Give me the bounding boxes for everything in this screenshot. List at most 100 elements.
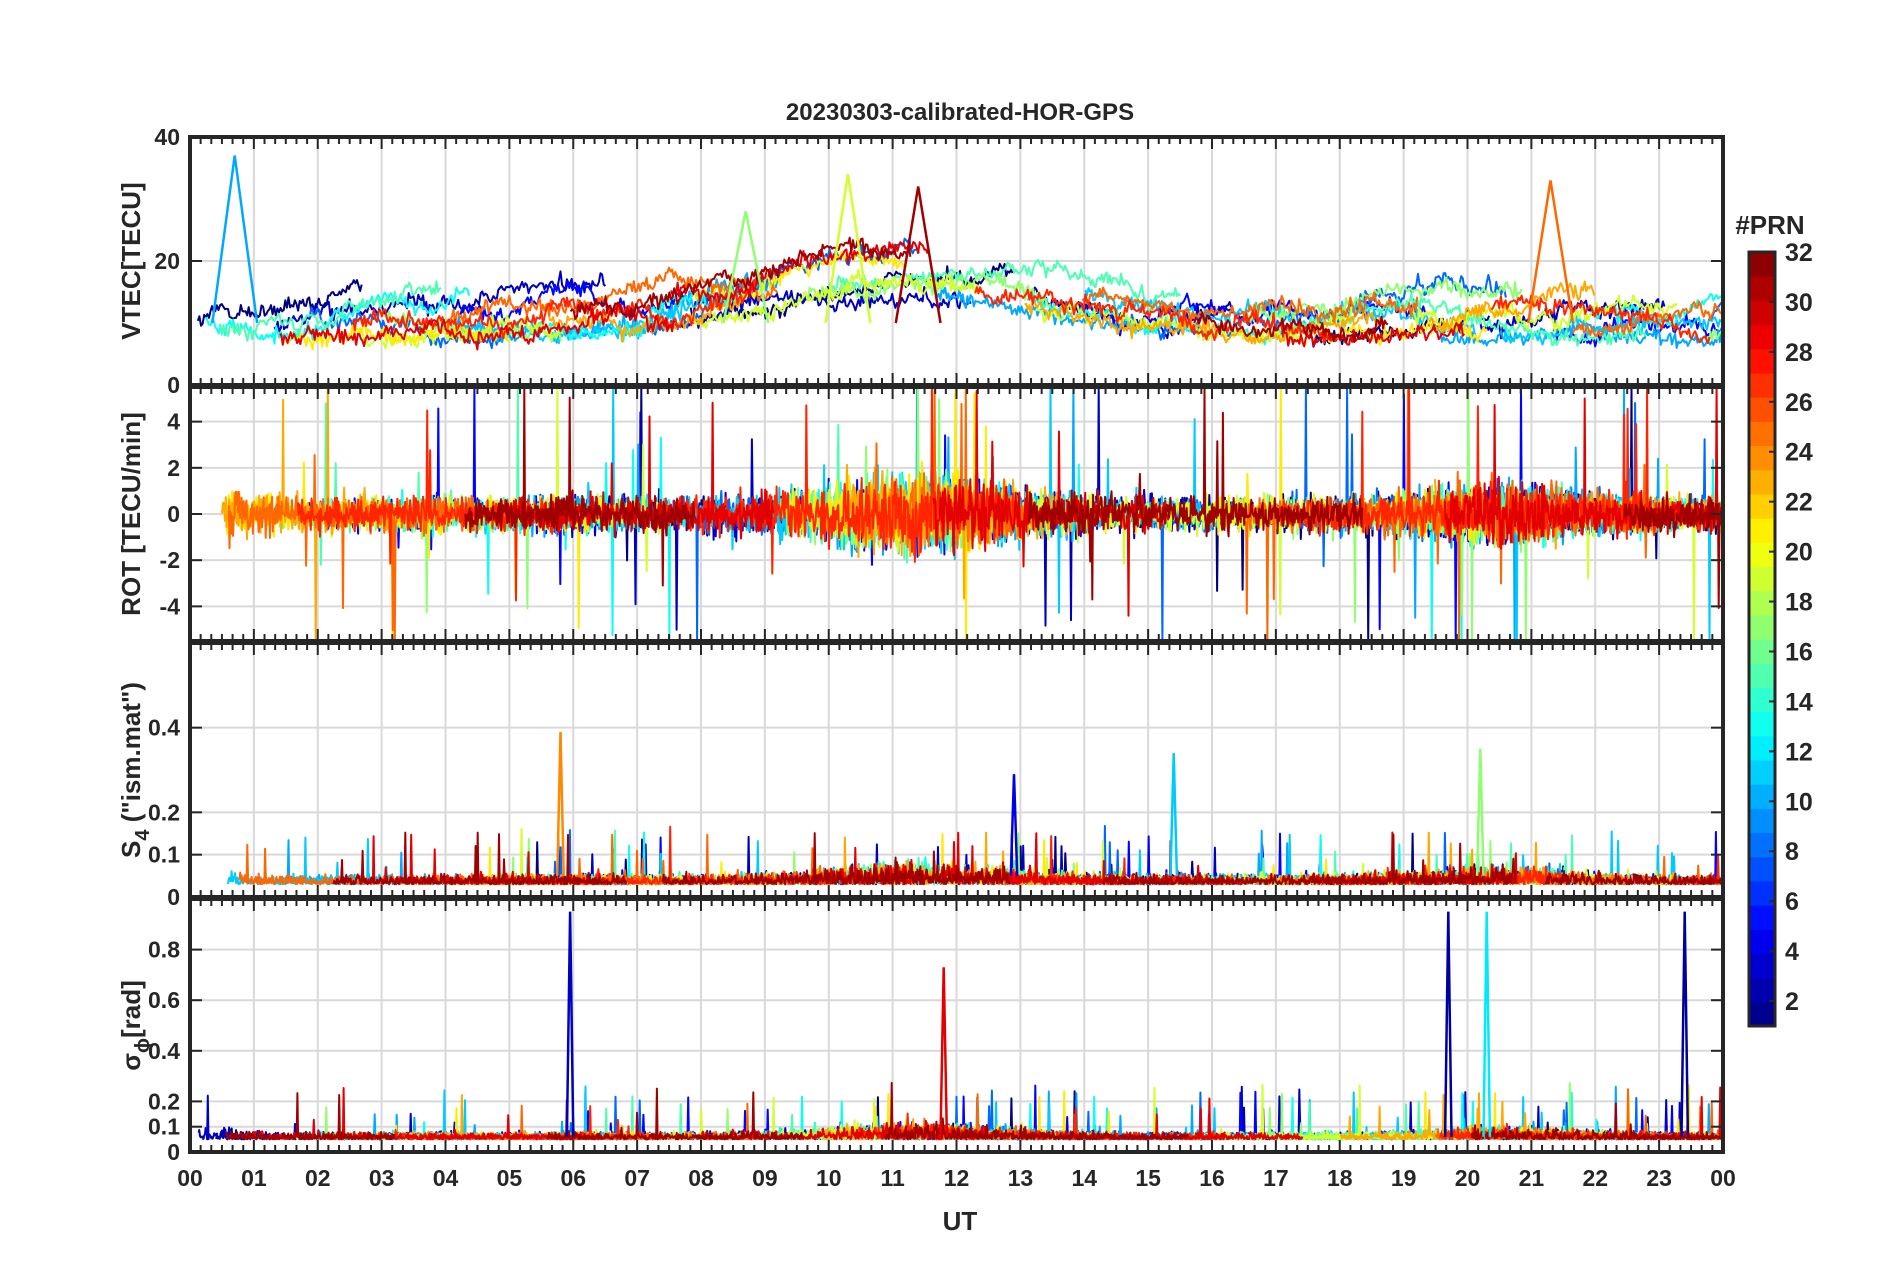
colorbar-swatch bbox=[1749, 324, 1775, 350]
y-tick-label: 0.1 bbox=[148, 842, 180, 868]
y-axis-label-rest: ("ism.mat") bbox=[116, 682, 146, 829]
peak-mark-prn-24 bbox=[556, 731, 565, 876]
series-line-prn-17 bbox=[805, 271, 1052, 308]
y-axis-label-main: S bbox=[116, 841, 146, 858]
series-line-prn-31 bbox=[1102, 833, 1517, 886]
colorbar-swatch bbox=[1749, 735, 1775, 761]
series-line-prn-3 bbox=[679, 286, 972, 329]
colorbar-tick-label: 32 bbox=[1785, 239, 1813, 267]
series-line-prn-21 bbox=[286, 323, 511, 351]
colorbar-tick-label: 18 bbox=[1785, 589, 1813, 617]
colorbar-swatch bbox=[1749, 348, 1775, 374]
x-tick-label: 03 bbox=[369, 1165, 395, 1191]
x-tick-labels: 00 01 02 03 04 05 06 07 08 09 10 11 12 13 14 15 16 17 18 19… bbox=[177, 1165, 1736, 1191]
y-tick-label: 4 bbox=[167, 409, 180, 435]
peak-mark-prn-11 bbox=[1169, 753, 1179, 876]
colorbar-tick-label: 8 bbox=[1785, 838, 1799, 866]
panel-sigma_phi: 00.10.2 0.4 0.6 0.8 σϕ[rad] bbox=[116, 897, 1725, 1165]
x-tick-label: 05 bbox=[497, 1165, 523, 1191]
x-tick-label: 21 bbox=[1519, 1165, 1545, 1191]
x-tick-label: 23 bbox=[1646, 1165, 1672, 1191]
peak-mark-prn-19 bbox=[824, 174, 872, 324]
y-axis-label-sub: ϕ bbox=[132, 1038, 154, 1053]
series-line-prn-27 bbox=[352, 274, 761, 340]
colorbar-tick-label: 22 bbox=[1785, 489, 1813, 517]
colorbar-swatch bbox=[1749, 759, 1775, 785]
chart-title: 20230303-calibrated-HOR-GPS bbox=[786, 99, 1134, 126]
y-tick-label: -2 bbox=[160, 547, 180, 573]
series-line-prn-21 bbox=[1321, 316, 1488, 346]
series-line-prn-1 bbox=[196, 279, 363, 327]
colorbar-swatch bbox=[1749, 469, 1775, 495]
y-axis-label-main: σ bbox=[116, 1053, 146, 1071]
series-group-vtec bbox=[196, 155, 1723, 351]
colorbar-swatch bbox=[1749, 687, 1775, 713]
colorbar-swatch bbox=[1749, 856, 1775, 882]
colorbar-tick-label: 2 bbox=[1785, 988, 1799, 1016]
x-tick-label: 08 bbox=[688, 1165, 714, 1191]
x-tick-label: 00 bbox=[177, 1165, 203, 1191]
series-group-rot bbox=[220, 387, 1723, 641]
y-axis-label-rest: [rad] bbox=[116, 980, 146, 1038]
colorbar-swatch bbox=[1749, 493, 1775, 519]
grid-vtec bbox=[190, 137, 1723, 385]
x-tick-label: 11 bbox=[880, 1165, 905, 1191]
colorbar-swatch bbox=[1749, 905, 1775, 930]
y-tick-label: 20 bbox=[154, 248, 180, 274]
colorbar-swatch bbox=[1749, 929, 1775, 955]
x-tick-label: 15 bbox=[1135, 1165, 1161, 1191]
y-tick-label: 0 bbox=[167, 501, 180, 527]
peak-mark-prn-10 bbox=[211, 155, 259, 324]
colorbar-swatch bbox=[1749, 300, 1775, 326]
colorbar-swatch bbox=[1749, 252, 1775, 277]
colorbar-swatch bbox=[1749, 808, 1775, 834]
colorbar-tick-label: 24 bbox=[1785, 439, 1813, 467]
x-tick-label: 16 bbox=[1199, 1165, 1225, 1191]
x-axis-label: UT bbox=[943, 1206, 978, 1236]
y-tick-label: 0.2 bbox=[148, 1088, 180, 1114]
x-ticks-sigma_phi bbox=[189, 899, 1724, 1152]
colorbar-swatch bbox=[1749, 711, 1775, 737]
series-line-prn-31 bbox=[1193, 311, 1389, 343]
x-tick-label: 01 bbox=[241, 1165, 267, 1191]
x-tick-label: 04 bbox=[433, 1165, 459, 1191]
peak-mark-prn-4 bbox=[1009, 774, 1019, 876]
y-axis-label-s4: S4 ("ism.mat") bbox=[116, 682, 154, 858]
x-tick-label: 20 bbox=[1455, 1165, 1481, 1191]
series-line-prn-31 bbox=[661, 832, 1011, 886]
series-line-prn-31 bbox=[332, 831, 628, 886]
series-line-prn-5 bbox=[301, 387, 586, 586]
colorbar-tick-label: 12 bbox=[1785, 738, 1813, 766]
x-tick-label: 10 bbox=[816, 1165, 842, 1191]
colorbar-swatch bbox=[1749, 977, 1775, 1003]
y-tick-label: 0.1 bbox=[148, 1114, 180, 1140]
peak-mark-prn-31 bbox=[894, 186, 942, 324]
y-tick-label: -4 bbox=[160, 593, 181, 619]
series-line-prn-29 bbox=[279, 301, 676, 351]
series-line-prn-25 bbox=[1571, 300, 1723, 338]
y-axis-label-rot: ROT [TECU/min] bbox=[116, 412, 146, 616]
y-axis-label-sigma_phi: σϕ[rad] bbox=[116, 980, 154, 1071]
series-line-prn-11 bbox=[1503, 312, 1723, 346]
series-line-prn-31 bbox=[1544, 869, 1723, 886]
colorbar-swatch bbox=[1749, 663, 1775, 688]
series-line-prn-31 bbox=[546, 1087, 804, 1141]
peak-mark-prn-2 bbox=[1443, 911, 1453, 1137]
series-line-prn-29 bbox=[1280, 321, 1466, 348]
x-tick-label: 09 bbox=[752, 1165, 778, 1191]
colorbar-swatch bbox=[1749, 542, 1775, 568]
peak-mark-prn-17 bbox=[722, 211, 770, 324]
series-line-prn-27 bbox=[297, 409, 576, 602]
peak-mark-prn-3 bbox=[565, 911, 575, 1137]
peak-mark-prn-29 bbox=[939, 967, 949, 1137]
x-ticks-rot bbox=[189, 387, 1724, 641]
series-line-prn-31 bbox=[884, 1081, 1189, 1141]
colorbar-swatch bbox=[1749, 590, 1775, 616]
x-tick-label: 19 bbox=[1391, 1165, 1417, 1191]
colorbar-swatch bbox=[1749, 953, 1775, 979]
series-line-prn-19 bbox=[1408, 294, 1678, 334]
series-line-prn-13 bbox=[204, 286, 471, 345]
x-tick-label: 18 bbox=[1327, 1165, 1353, 1191]
